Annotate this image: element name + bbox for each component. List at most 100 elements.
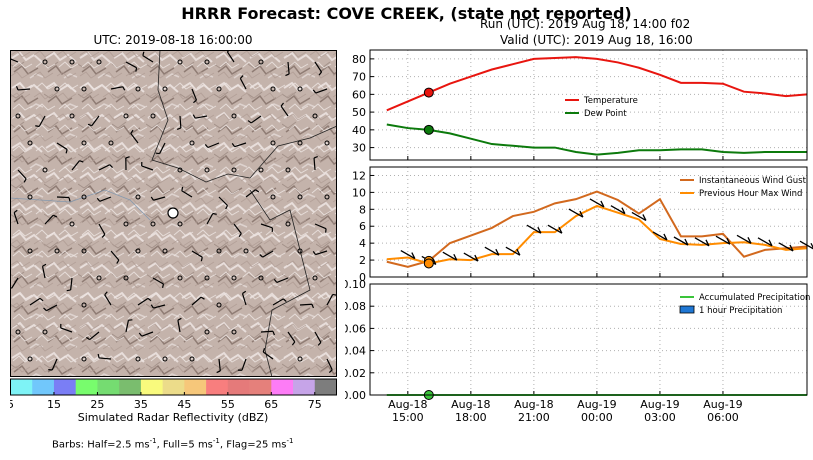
legend-label: 1 hour Precipitation — [699, 306, 782, 316]
wind-barb — [239, 78, 247, 90]
plot-frame — [369, 166, 808, 278]
calm-wind-circle — [42, 59, 48, 65]
wind-barb-feather — [285, 73, 290, 77]
calm-wind-circle — [108, 140, 114, 146]
calm-wind-circle — [177, 275, 183, 281]
wind-barb — [98, 357, 112, 360]
wind-barb-feather — [291, 341, 296, 346]
wind-barb — [153, 196, 166, 201]
wind-barb — [226, 51, 235, 63]
wind-barb-feather — [255, 189, 260, 193]
colorbar-tick-label: 75 — [308, 398, 322, 411]
x-tick-label: 03:00 — [644, 411, 676, 424]
wind-barb-feather — [537, 226, 542, 234]
colorbar-swatch — [97, 379, 120, 395]
calm-wind-circle — [258, 167, 264, 173]
wind-barb — [91, 115, 100, 126]
wind-barb — [280, 105, 289, 117]
wind-barb — [44, 214, 54, 225]
wind-barb-feather — [39, 297, 44, 302]
calm-wind-circle — [177, 167, 183, 173]
wind-barb — [137, 297, 149, 306]
calm-wind-circle — [177, 59, 183, 65]
calm-wind-circle — [27, 194, 33, 200]
wind-barb — [326, 294, 334, 306]
y-tick-label: 0 — [359, 271, 366, 284]
y-tick-label: 4 — [359, 237, 366, 250]
wind-barb-feather — [10, 287, 12, 289]
calm-wind-circle — [135, 194, 141, 200]
colorbar-swatch — [227, 379, 250, 395]
wind-barb — [71, 160, 81, 171]
station-marker[interactable] — [167, 207, 179, 219]
calm-wind-circle — [96, 275, 102, 281]
x-tick-label: 15:00 — [392, 411, 424, 424]
colorbar-swatch — [140, 379, 163, 395]
wind-barb — [715, 235, 731, 245]
current-time-marker — [423, 124, 434, 135]
wind-barb-feather — [747, 237, 752, 244]
y-tick-label: 0.10 — [345, 278, 366, 291]
wind-barb — [314, 331, 322, 343]
wind-barb — [276, 277, 289, 284]
wind-barb — [110, 250, 120, 261]
wind-barb-feather — [87, 123, 93, 127]
wind-barb-feather — [789, 244, 794, 252]
plot-frame — [369, 49, 808, 161]
wind-barb-feather — [453, 253, 458, 261]
colorbar-swatch — [119, 379, 142, 395]
calm-wind-circle — [189, 140, 195, 146]
wind-barb — [11, 277, 19, 289]
calm-wind-circle — [81, 356, 87, 362]
wind-barb-feather — [138, 332, 143, 337]
calm-wind-circle — [297, 356, 303, 362]
calm-wind-circle — [270, 86, 276, 92]
wind-barb-feather — [663, 233, 668, 241]
y-tick-label: 0.08 — [345, 300, 366, 313]
calm-wind-circle — [231, 167, 237, 173]
wind-barb — [141, 165, 154, 171]
calm-wind-circle — [270, 140, 276, 146]
wind-barb-feather — [282, 298, 287, 302]
wind-barb — [314, 61, 323, 73]
calm-wind-circle — [123, 113, 129, 119]
colorbar-swatch — [271, 379, 294, 395]
wind-barb — [206, 213, 214, 225]
wind-barb-feather — [242, 290, 247, 295]
wind-barb — [125, 61, 137, 69]
y-tick-label: 2 — [359, 254, 366, 267]
calm-wind-circle — [54, 248, 60, 254]
calm-wind-circle — [177, 221, 183, 227]
wind-barb — [51, 358, 58, 371]
wind-barb — [547, 224, 563, 234]
colorbar-tick-label: 5 — [10, 398, 14, 411]
calm-wind-circle — [150, 113, 156, 119]
wind-barb-feather — [176, 127, 182, 131]
wind-barb-feather — [65, 149, 68, 154]
colorbar-tick-label: 65 — [264, 398, 278, 411]
colorbar-swatch — [75, 379, 98, 395]
colorbar-tick-label: 35 — [134, 398, 148, 411]
colorbar-swatch — [206, 379, 229, 395]
wind-barb — [736, 234, 752, 244]
wind-barb-feather — [109, 164, 113, 168]
wind-barb — [287, 331, 296, 343]
chart-panel-3: 0.000.020.040.060.080.10Precipitation (i… — [345, 278, 810, 402]
calm-wind-circle — [243, 248, 249, 254]
wind-barb-feather — [328, 369, 333, 374]
wind-barb — [191, 296, 202, 306]
wind-barb — [56, 142, 68, 150]
radar-map[interactable] — [10, 50, 337, 377]
wind-barb — [38, 115, 46, 127]
wind-barbs-layer — [10, 50, 337, 374]
x-tick-label: 18:00 — [455, 411, 487, 424]
colorbar-tick-label: 25 — [90, 398, 104, 411]
calm-wind-circle — [231, 275, 237, 281]
legend-label: Temperature — [583, 96, 638, 106]
calm-wind-circle — [123, 275, 129, 281]
wind-barb-feather — [558, 226, 563, 234]
colorbar-swatch — [10, 379, 33, 395]
calm-wind-circle — [324, 140, 330, 146]
wind-barb — [110, 86, 123, 90]
